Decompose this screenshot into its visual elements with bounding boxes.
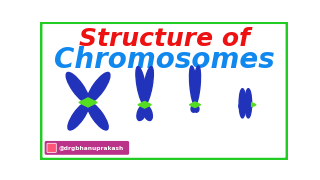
Ellipse shape [189,66,197,105]
Polygon shape [138,102,145,108]
Ellipse shape [239,101,252,111]
Polygon shape [252,103,256,107]
FancyBboxPatch shape [40,22,288,160]
Ellipse shape [143,67,153,105]
Ellipse shape [193,66,201,105]
Polygon shape [195,102,201,108]
Text: Structure of: Structure of [79,26,249,51]
Ellipse shape [66,72,89,103]
FancyBboxPatch shape [45,141,129,155]
Ellipse shape [137,105,147,121]
Text: Chromosomes: Chromosomes [54,46,274,74]
Ellipse shape [87,72,110,103]
Ellipse shape [191,105,197,112]
Polygon shape [79,98,88,107]
Ellipse shape [68,102,89,130]
Polygon shape [88,98,97,107]
Ellipse shape [239,89,246,118]
FancyBboxPatch shape [47,143,56,152]
Polygon shape [145,102,151,108]
Ellipse shape [143,105,152,121]
Ellipse shape [136,67,147,105]
Ellipse shape [193,105,199,112]
Polygon shape [189,102,195,108]
Text: @drgbhanuprakash: @drgbhanuprakash [59,146,124,151]
Ellipse shape [87,102,108,130]
Ellipse shape [245,89,252,118]
